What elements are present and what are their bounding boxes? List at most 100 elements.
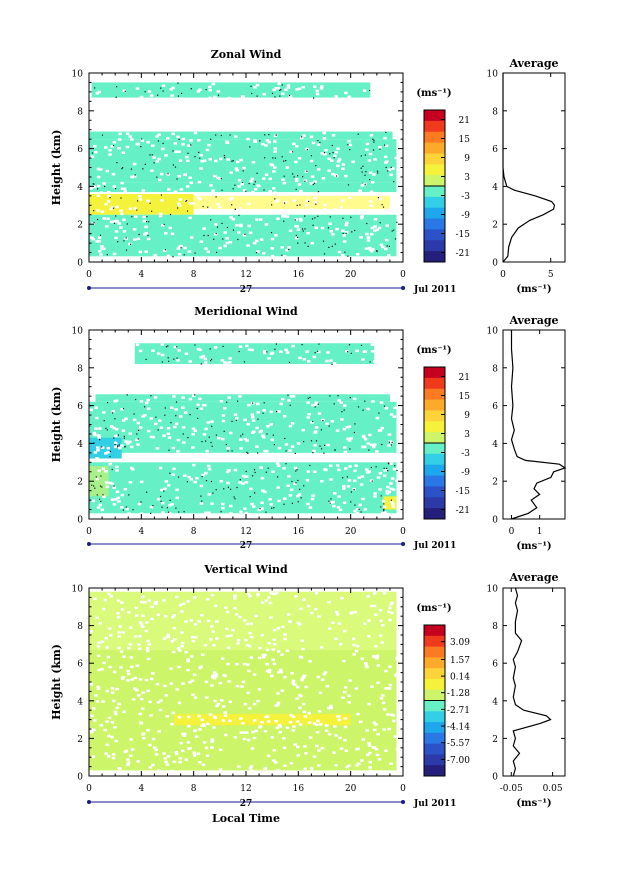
contour-mark bbox=[312, 420, 314, 423]
gap-cell bbox=[333, 208, 337, 211]
gap-cell bbox=[270, 254, 275, 258]
date-bar-end bbox=[401, 800, 405, 804]
gap-cell bbox=[210, 625, 214, 628]
gap-cell bbox=[148, 743, 152, 747]
contour-mark bbox=[151, 210, 153, 212]
colorbar-tick-label: 21 bbox=[459, 373, 470, 383]
gap-cell bbox=[110, 735, 114, 739]
gap-cell bbox=[351, 160, 355, 164]
gap-cell bbox=[227, 96, 232, 100]
contour-mark bbox=[311, 218, 314, 220]
gap-cell bbox=[108, 462, 113, 466]
contour-mark bbox=[221, 189, 223, 191]
gap-cell bbox=[251, 191, 255, 194]
contour-mark bbox=[333, 157, 335, 159]
gap-cell bbox=[127, 646, 131, 650]
contour-mark bbox=[320, 429, 322, 431]
contour-mark bbox=[264, 134, 266, 136]
gap-cell bbox=[199, 665, 203, 668]
contour-mark bbox=[183, 511, 185, 513]
gap-cell bbox=[392, 719, 396, 723]
gap-cell bbox=[241, 95, 246, 98]
gap-cell bbox=[271, 470, 275, 473]
gap-cell bbox=[363, 622, 367, 625]
gap-cell bbox=[380, 426, 384, 430]
average-x-tick-label: 1 bbox=[537, 527, 543, 537]
contour-mark bbox=[215, 489, 217, 491]
contour-mark bbox=[297, 479, 299, 482]
gap-cell bbox=[123, 190, 127, 193]
contour-mark bbox=[372, 138, 374, 140]
gap-cell bbox=[335, 227, 339, 231]
gap-cell bbox=[226, 481, 230, 485]
gap-cell bbox=[135, 664, 140, 667]
gap-cell bbox=[267, 596, 271, 599]
y-tick-label: 0 bbox=[77, 259, 83, 269]
gap-cell bbox=[188, 360, 192, 363]
gap-cell bbox=[175, 595, 179, 599]
gap-cell bbox=[170, 232, 175, 236]
gap-cell bbox=[162, 752, 166, 755]
contour-mark bbox=[242, 433, 244, 435]
gap-cell bbox=[258, 646, 262, 650]
contour-mark bbox=[106, 254, 108, 256]
gap-cell bbox=[362, 435, 366, 439]
gap-cell bbox=[245, 731, 249, 734]
gap-cell bbox=[221, 719, 226, 722]
contour-mark bbox=[379, 222, 381, 224]
contour-mark bbox=[163, 223, 165, 226]
gap-cell bbox=[113, 441, 118, 445]
gap-cell bbox=[165, 763, 170, 766]
contour-mark bbox=[148, 221, 150, 223]
gap-cell bbox=[173, 425, 177, 429]
x-tick-label: 16 bbox=[293, 527, 305, 537]
average-y-tick-label: 2 bbox=[492, 478, 498, 488]
gap-cell bbox=[364, 664, 369, 668]
gap-cell bbox=[252, 673, 257, 676]
contour-mark bbox=[313, 97, 315, 99]
contour-mark bbox=[360, 344, 363, 346]
gap-cell bbox=[303, 715, 308, 718]
contour-mark bbox=[364, 183, 366, 185]
gap-cell bbox=[310, 421, 314, 424]
contour-mark bbox=[202, 205, 204, 208]
gap-cell bbox=[185, 185, 190, 188]
contour-mark bbox=[111, 468, 113, 471]
contour-mark bbox=[330, 498, 332, 500]
heatmap-band bbox=[174, 713, 351, 726]
heatmap-band bbox=[89, 462, 397, 514]
gap-cell bbox=[384, 247, 388, 251]
colorbar-tick-label: -5.57 bbox=[447, 739, 470, 749]
contour-mark bbox=[130, 168, 132, 170]
gap-cell bbox=[385, 492, 390, 495]
gap-cell bbox=[158, 419, 162, 422]
contour-mark bbox=[300, 497, 302, 499]
contour-mark bbox=[114, 418, 116, 420]
gap-cell bbox=[117, 646, 121, 650]
gap-cell bbox=[250, 502, 254, 506]
gap-cell bbox=[261, 653, 265, 657]
contour-mark bbox=[252, 402, 254, 404]
colorbar-unit: (ms⁻¹) bbox=[416, 603, 451, 614]
gap-cell bbox=[354, 464, 358, 467]
gap-cell bbox=[289, 150, 293, 154]
gap-cell bbox=[232, 597, 237, 600]
heatmap-speckle bbox=[89, 82, 398, 258]
gap-cell bbox=[316, 675, 321, 679]
contour-mark bbox=[239, 479, 241, 481]
gap-cell bbox=[190, 679, 195, 682]
contour-mark bbox=[112, 207, 115, 209]
gap-cell bbox=[226, 452, 230, 456]
gap-cell bbox=[390, 477, 395, 480]
gap-cell bbox=[272, 749, 276, 752]
gap-cell bbox=[125, 145, 130, 149]
contour-mark bbox=[178, 511, 180, 513]
gap-cell bbox=[170, 640, 175, 643]
gap-cell bbox=[233, 607, 237, 610]
contour-mark bbox=[349, 448, 351, 450]
gap-cell bbox=[270, 351, 275, 355]
gap-cell bbox=[320, 226, 325, 230]
gap-cell bbox=[260, 633, 265, 637]
contour-mark bbox=[283, 220, 285, 222]
gap-cell bbox=[163, 615, 168, 618]
